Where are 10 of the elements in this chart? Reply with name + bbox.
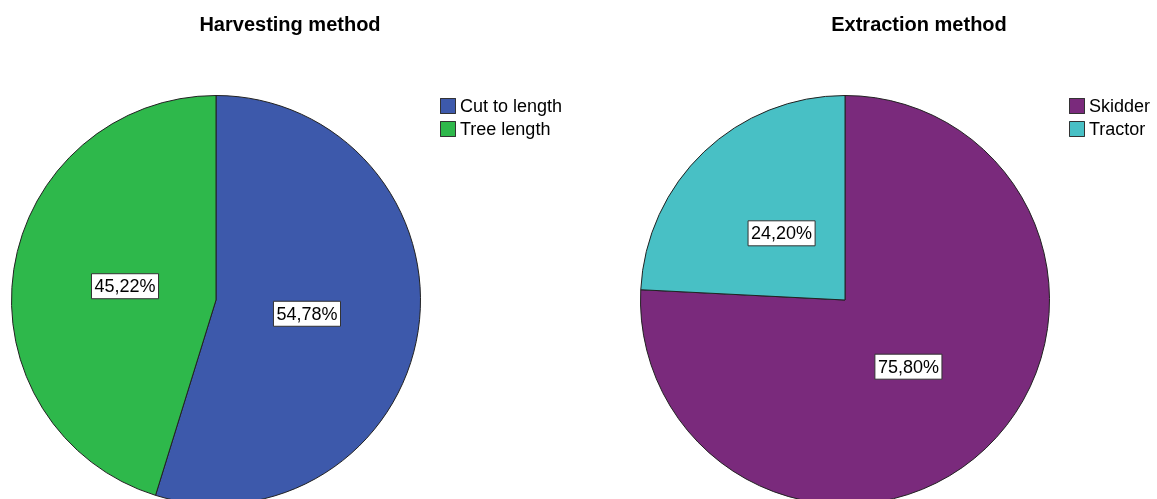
chart-title: Extraction method [831, 12, 1007, 35]
legend-label: Cut to length [460, 95, 563, 116]
chart-title: Harvesting method [199, 12, 381, 35]
legend-label: Tractor [1089, 118, 1146, 139]
legend-label: Tree length [460, 118, 551, 139]
data-label: 24,20% [751, 223, 813, 244]
legend-label: Skidder [1089, 95, 1151, 116]
data-label: 54,78% [276, 303, 338, 324]
data-label: 45,22% [94, 276, 156, 297]
data-label: 75,80% [877, 356, 939, 377]
